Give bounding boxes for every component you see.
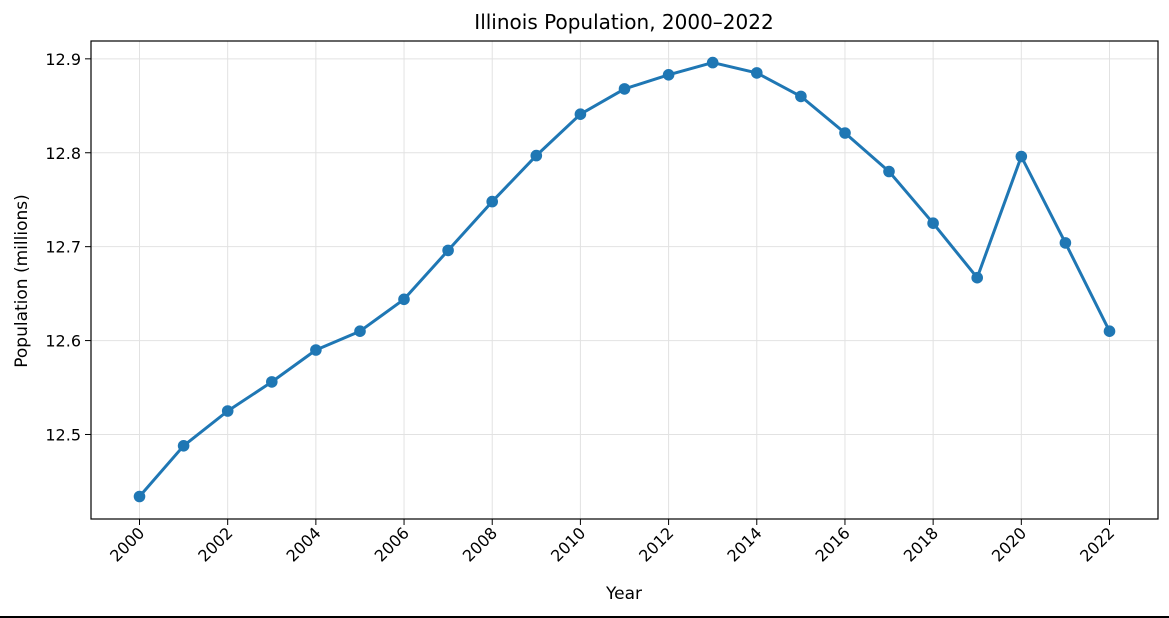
plot-area-frame <box>90 40 1159 520</box>
series-line <box>138 61 1111 498</box>
data-point <box>574 108 587 120</box>
data-point <box>354 325 366 338</box>
data-point <box>486 195 499 208</box>
data-point <box>133 490 146 503</box>
data-point <box>706 56 719 69</box>
data-point <box>839 127 851 139</box>
chart-title: Illinois Population, 2000–2022 <box>474 10 773 34</box>
x-tick-label: 2016 <box>812 523 854 565</box>
x-tick-label: 2004 <box>282 523 324 565</box>
data-point <box>398 293 410 306</box>
data-point <box>1103 325 1116 338</box>
series-group <box>133 56 1116 503</box>
data-point <box>442 244 454 257</box>
x-tick-label: 2008 <box>459 523 501 565</box>
x-tick-label: 2022 <box>1076 523 1118 565</box>
data-point <box>221 405 234 417</box>
x-tick-label: 2014 <box>723 523 765 565</box>
x-axis-ticks: 2000 2002 2004 2006 2008 2010 2012 2014 2016 2018… <box>106 519 1118 566</box>
data-point <box>618 83 631 95</box>
y-tick-label: 12.8 <box>45 144 81 163</box>
data-point <box>266 376 278 388</box>
grid-lines <box>91 41 1158 519</box>
data-point <box>883 165 895 178</box>
data-point <box>1059 237 1072 249</box>
y-tick-label: 12.9 <box>45 50 81 69</box>
y-axis-label: Population (millions) <box>12 194 32 367</box>
x-tick-label: 2020 <box>988 523 1030 565</box>
x-tick-label: 2012 <box>635 523 677 565</box>
data-point <box>927 217 939 229</box>
x-tick-label: 2002 <box>194 523 236 565</box>
data-point <box>751 67 763 79</box>
y-axis-ticks: 12.5 12.6 12.7 12.8 12.9 <box>45 50 91 444</box>
data-point <box>662 69 675 81</box>
x-axis-label: Year <box>605 584 642 604</box>
data-point <box>530 149 543 162</box>
data-point <box>1015 150 1028 163</box>
x-tick-label: 2000 <box>106 523 148 565</box>
data-point <box>795 90 807 103</box>
x-tick-label: 2006 <box>371 523 413 565</box>
x-tick-label: 2018 <box>900 523 942 565</box>
data-point <box>177 440 190 452</box>
data-point <box>310 344 322 356</box>
x-tick-label: 2010 <box>547 523 589 565</box>
y-tick-label: 12.5 <box>45 425 81 444</box>
y-tick-label: 12.6 <box>45 332 81 351</box>
data-point <box>971 271 983 284</box>
y-tick-label: 12.7 <box>45 238 81 257</box>
